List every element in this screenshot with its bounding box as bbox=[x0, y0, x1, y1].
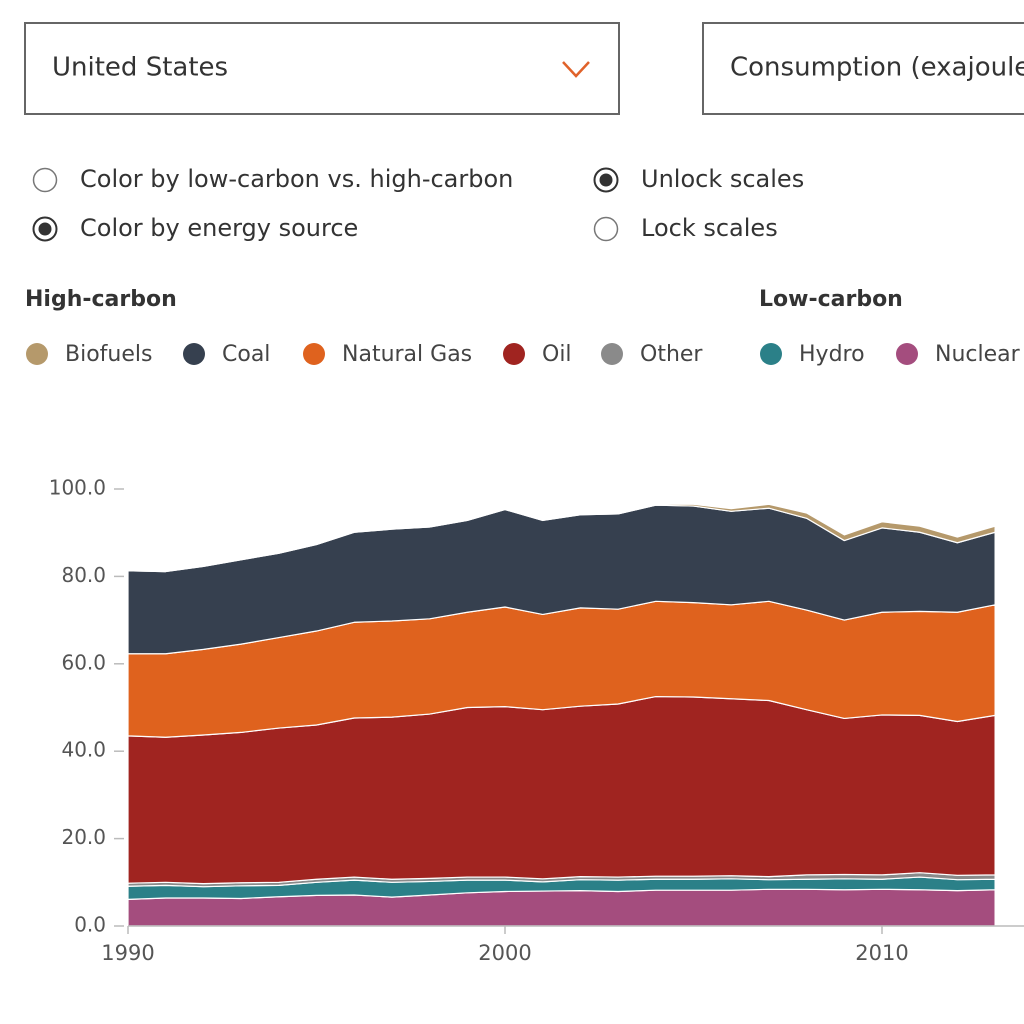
legend-label[interactable]: Other bbox=[640, 342, 703, 367]
legend-label[interactable]: Oil bbox=[542, 342, 572, 367]
dropdown-chevron[interactable] bbox=[562, 61, 590, 78]
radio-label[interactable]: Color by energy source bbox=[80, 214, 358, 242]
legend-label[interactable]: Natural Gas bbox=[342, 342, 472, 367]
radio-label[interactable]: Color by low-carbon vs. high-carbon bbox=[80, 165, 513, 193]
legend-label[interactable]: Coal bbox=[222, 342, 270, 367]
legend-group-title: High-carbon bbox=[25, 287, 177, 312]
y-tick-label: 60.0 bbox=[61, 650, 106, 674]
legend-swatch[interactable] bbox=[503, 343, 525, 365]
radio-label[interactable]: Lock scales bbox=[641, 214, 778, 242]
legend-swatch[interactable] bbox=[26, 343, 48, 365]
y-tick-label: 20.0 bbox=[61, 825, 106, 849]
y-tick-label: 80.0 bbox=[61, 563, 106, 587]
radio-dot bbox=[599, 173, 613, 187]
radio-label[interactable]: Unlock scales bbox=[641, 165, 804, 193]
x-tick-label: 1990 bbox=[101, 941, 154, 965]
legend-label[interactable]: Biofuels bbox=[65, 342, 152, 367]
legend-group-title: Low-carbon bbox=[759, 287, 903, 312]
area-layer bbox=[127, 503, 996, 573]
legend-swatch[interactable] bbox=[896, 343, 918, 365]
y-tick-label: 100.0 bbox=[49, 476, 106, 500]
country-value: United States bbox=[52, 53, 228, 83]
country-dropdown[interactable] bbox=[24, 22, 620, 115]
legend-swatch[interactable] bbox=[601, 343, 623, 365]
radio-button[interactable] bbox=[593, 216, 619, 242]
legend-swatch[interactable] bbox=[760, 343, 782, 365]
x-tick-label: 2000 bbox=[478, 941, 531, 965]
radio-button[interactable] bbox=[32, 167, 58, 193]
x-tick-label: 2010 bbox=[855, 941, 908, 965]
metric-dropdown[interactable] bbox=[702, 22, 1024, 115]
radio-dot bbox=[38, 222, 52, 236]
legend-swatch[interactable] bbox=[303, 343, 325, 365]
y-tick-label: 0.0 bbox=[74, 913, 106, 937]
legend-swatch[interactable] bbox=[183, 343, 205, 365]
legend-label[interactable]: Hydro bbox=[799, 342, 865, 367]
metric-value: Consumption (exajoules) bbox=[730, 53, 1024, 83]
legend-label[interactable]: Nuclear bbox=[935, 342, 1021, 367]
y-tick-label: 40.0 bbox=[61, 738, 106, 762]
